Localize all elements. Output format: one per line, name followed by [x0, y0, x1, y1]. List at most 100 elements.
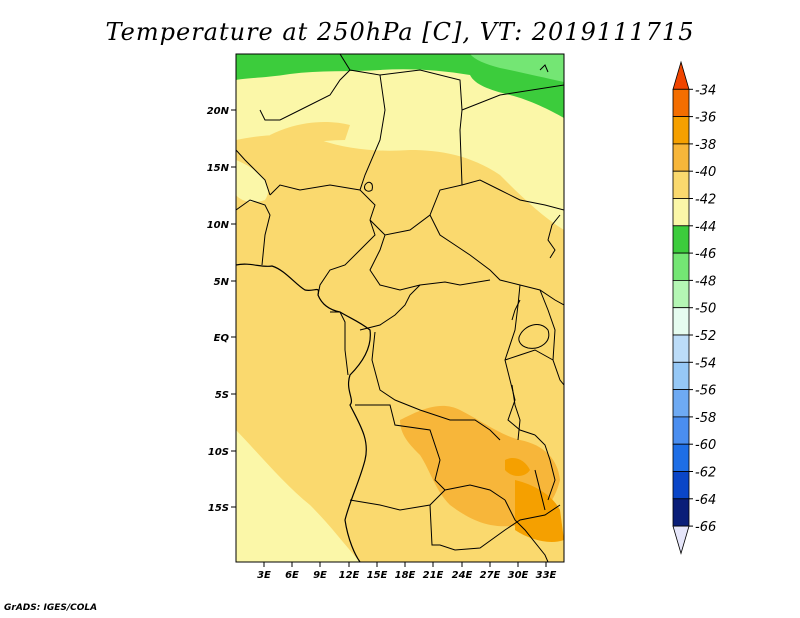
colorbar-label: -62 [695, 466, 716, 481]
border-17 [349, 484, 506, 511]
field-light-north [236, 54, 564, 230]
colorbar [672, 60, 690, 555]
lon-label-15e: 15E [367, 570, 388, 581]
colorbar-segment [672, 198, 690, 227]
lat-label-10s: 10S [208, 447, 229, 458]
colorbar-label: -50 [695, 302, 716, 317]
colorbar-segment [672, 116, 690, 145]
border-7 [236, 199, 271, 266]
colorbar-label: -46 [695, 247, 716, 262]
border-1 [339, 54, 386, 221]
border-9 [429, 214, 564, 306]
colorbar-label: -54 [695, 356, 716, 371]
lon-label-3e: 3E [257, 570, 271, 581]
colorbar-label: -60 [695, 438, 716, 453]
colorbar-label: -64 [695, 493, 716, 508]
colorbar-segment [672, 525, 690, 555]
credit-text: GrADS: IGES/COLA [4, 603, 98, 613]
border-22 [504, 349, 554, 361]
colorbar-segment [672, 60, 690, 90]
colorbar-segment [672, 252, 690, 281]
border-11 [461, 179, 564, 211]
chart-title: Temperature at 250hPa [C], VT: 201911171… [105, 18, 695, 46]
border-20 [539, 289, 564, 386]
border-18 [429, 504, 561, 551]
colorbar-segment [672, 389, 690, 418]
lake-chad [364, 181, 373, 192]
lon-label-33e: 33E [536, 570, 557, 581]
lon-label-24e: 24E [452, 570, 473, 581]
colorbar-label: -42 [695, 193, 716, 208]
border-12 [330, 311, 349, 376]
colorbar-segment [672, 279, 690, 309]
lat-label-eq: EQ [214, 333, 230, 344]
map-frame [235, 53, 565, 563]
colorbar-label: -38 [695, 138, 716, 153]
coastline-west [236, 263, 371, 562]
colorbar-label: -34 [695, 83, 716, 98]
lat-label-5s: 5S [215, 390, 229, 401]
field-green-light [470, 54, 564, 82]
colorbar-segment [672, 471, 690, 500]
colorbar-label: -58 [695, 411, 716, 426]
border-10 [369, 234, 491, 291]
colorbar-segment [672, 88, 690, 118]
colorbar-labels: -34 -36 -38 -40 -42 -44 -46 -48 -50 -52 -54 -56 -58 -… [689, 83, 716, 535]
lat-label-15n: 15N [207, 163, 230, 174]
field-warm-core [515, 480, 564, 542]
lat-label-20n: 20N [207, 106, 230, 117]
border-23 [547, 214, 561, 259]
border-5 [236, 149, 271, 196]
colorbar-label: -48 [695, 274, 716, 289]
lon-axis: 3E 6E 9E 12E 15E 18E 21E 24E 27E 30E 33E [257, 562, 557, 581]
lat-label-15s: 15S [208, 503, 229, 514]
border-8 [317, 219, 376, 296]
colorbar-label: -36 [695, 111, 716, 126]
colorbar-label: -66 [695, 520, 716, 535]
colorbar-segment [672, 443, 690, 472]
border-6 [269, 184, 361, 196]
border-3 [461, 84, 564, 111]
colorbar-label: -44 [695, 220, 716, 235]
lon-label-12e: 12E [339, 570, 360, 581]
field-warm-spot [505, 458, 530, 476]
border-14 [371, 331, 501, 441]
border-13 [359, 284, 421, 331]
colorbar-segment [672, 307, 690, 336]
border-21 [534, 434, 556, 501]
lake-victoria [518, 324, 550, 349]
lake-malawi [534, 469, 546, 511]
colorbar-segment [672, 225, 690, 254]
border-19 [504, 499, 549, 562]
field-light-west [236, 160, 269, 203]
colorbar-segment [672, 498, 690, 527]
temperature-field [236, 54, 564, 562]
lon-label-30e: 30E [508, 570, 529, 581]
field-patch [270, 122, 350, 150]
border-16 [355, 404, 446, 491]
colorbar-label: -52 [695, 329, 716, 344]
field-light-sw [236, 430, 360, 562]
lon-label-9e: 9E [313, 570, 327, 581]
colorbar-segment [672, 334, 690, 363]
lake-north [539, 64, 549, 73]
field-green-north [236, 54, 564, 118]
lat-label-10n: 10N [207, 220, 230, 231]
lat-label-5n: 5N [214, 277, 230, 288]
colorbar-segment [672, 143, 690, 172]
colorbar-segment [672, 170, 690, 199]
colorbar-label: -56 [695, 384, 716, 399]
border-15 [504, 284, 536, 436]
lake-albert [511, 299, 521, 321]
country-borders [236, 54, 564, 562]
border-4 [259, 69, 351, 121]
lakes [364, 64, 550, 511]
lon-label-21e: 21E [423, 570, 444, 581]
lon-label-27e: 27E [480, 570, 501, 581]
lat-axis: 20N 15N 10N 5N EQ 5S 10S 15S [207, 106, 236, 514]
colorbar-label: -40 [695, 165, 716, 180]
lake-tanganyika [511, 384, 521, 441]
colorbar-segment [672, 416, 690, 445]
colorbar-segment [672, 361, 690, 390]
